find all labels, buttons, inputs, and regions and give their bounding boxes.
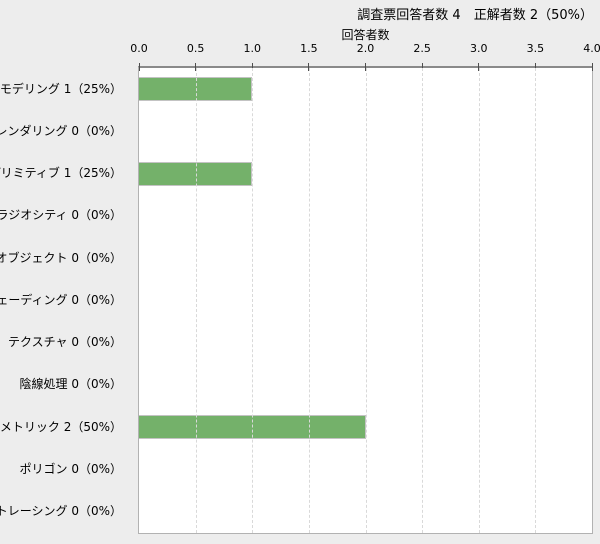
x-tick-label: 3.5: [526, 42, 545, 55]
x-tick-mark: [195, 63, 197, 71]
gridline: [478, 68, 480, 533]
x-tick-label: 1.5: [300, 42, 318, 55]
category-label: オブジェクト 0（0%）: [0, 250, 122, 265]
x-tick-label: 2.5: [413, 42, 431, 55]
category-label: プリミティブ 1（25%）: [0, 166, 122, 181]
x-tick-label: 0.0: [130, 42, 148, 55]
category-label: モデリング 1（25%）: [0, 81, 122, 96]
x-tick-mark: [478, 63, 480, 71]
gridline: [308, 68, 310, 533]
category-label: シェーディング 0（0%）: [0, 292, 122, 307]
chart-title: 調査票回答者数 4 正解者数 2（50%）: [357, 8, 593, 23]
gridline: [422, 68, 424, 533]
gridline: [535, 68, 537, 533]
x-tick-label: 4.0: [583, 42, 600, 55]
gridline: [195, 68, 197, 533]
gridline: [365, 68, 367, 533]
x-tick-label: 2.0: [356, 42, 375, 55]
x-tick-label: 1.0: [243, 42, 262, 55]
x-tick-mark: [534, 63, 536, 71]
x-tick-label: 3.0: [470, 42, 488, 55]
category-label: ポリゴン 0（0%）: [19, 462, 123, 477]
category-label: レンダリング 0（0%）: [0, 123, 122, 138]
x-tick-mark: [365, 63, 366, 71]
category-label: テクスチャ 0（0%）: [7, 335, 122, 350]
plot-area: [138, 63, 593, 534]
x-tick-mark: [421, 63, 423, 71]
x-tick-mark: [251, 63, 253, 71]
x-tick-mark: [591, 63, 593, 71]
x-axis-tick-labels: 0.0 0.5 1.0 1.5 2.0 2.5 3.0 3.5 4.0: [130, 42, 600, 56]
x-tick-mark: [308, 63, 310, 71]
gridline: [252, 68, 254, 533]
x-tick-mark: [138, 63, 140, 71]
category-label: 陰線処理 0（0%）: [19, 377, 123, 392]
x-axis-title: 回答者数: [341, 28, 390, 42]
category-axis-labels: モデリング 1（25%） レンダリング 0（0%） プリミティブ 1（25%） ラジオ…: [0, 67, 130, 532]
category-label: パラメトリック 2（50%）: [0, 419, 122, 434]
category-label: レイトレーシング 0（0%）: [0, 504, 122, 519]
category-label: ラジオシティ 0（0%）: [0, 208, 122, 223]
x-tick-label: 0.5: [186, 42, 205, 55]
